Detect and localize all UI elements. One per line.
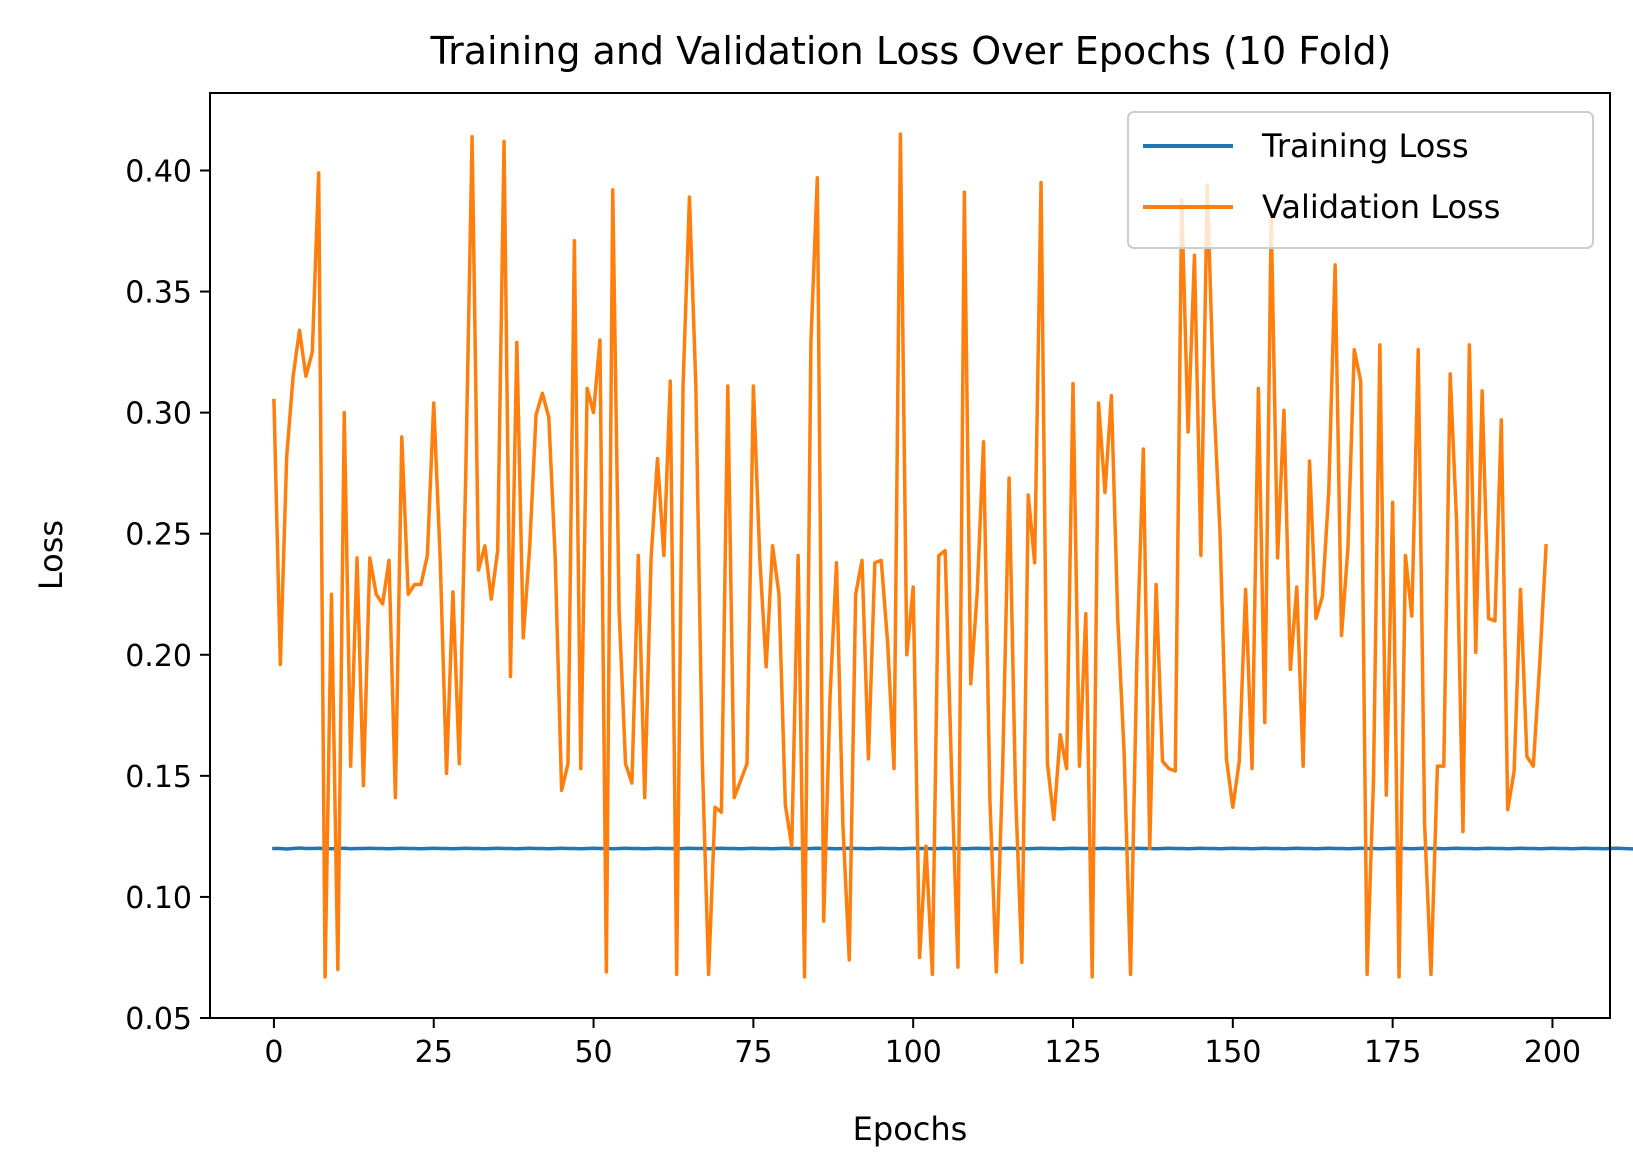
y-tick-label: 0.30	[125, 397, 192, 432]
x-axis-ticks: 0 25 50 75 100 125 150 175 200	[264, 1018, 1581, 1070]
x-tick-label: 200	[1524, 1035, 1581, 1070]
plot-frame	[209, 92, 1611, 1019]
y-tick-label: 0.35	[125, 276, 192, 311]
x-tick-label: 125	[1044, 1035, 1101, 1070]
x-tick-label: 75	[734, 1035, 772, 1070]
y-tick-label: 0.10	[125, 881, 192, 916]
x-tick-label: 25	[415, 1035, 453, 1070]
x-tick-label: 150	[1204, 1035, 1261, 1070]
series-layer	[272, 132, 1633, 979]
y-tick-label: 0.20	[125, 639, 192, 674]
x-axis-label: Epochs	[853, 1110, 968, 1148]
legend-label-training-loss: Training Loss	[1261, 127, 1469, 165]
y-tick-label: 0.05	[125, 1002, 192, 1037]
y-tick-label: 0.40	[125, 154, 192, 189]
y-axis-ticks: 0.05 0.10 0.15 0.20 0.25 0.30 0.35 0.40	[125, 154, 210, 1037]
legend: Training Loss Validation Loss	[1127, 111, 1594, 249]
legend-box	[1127, 111, 1594, 249]
y-tick-label: 0.15	[125, 760, 192, 795]
chart-title: Training and Validation Loss Over Epochs…	[430, 29, 1392, 73]
x-tick-label: 175	[1364, 1035, 1421, 1070]
x-tick-label: 50	[574, 1035, 612, 1070]
legend-label-validation-loss: Validation Loss	[1262, 188, 1500, 226]
x-tick-label: 0	[264, 1035, 283, 1070]
validation-loss-line	[272, 132, 1548, 979]
y-axis-label: Loss	[32, 520, 70, 590]
y-tick-label: 0.25	[125, 518, 192, 553]
x-tick-label: 100	[885, 1035, 942, 1070]
